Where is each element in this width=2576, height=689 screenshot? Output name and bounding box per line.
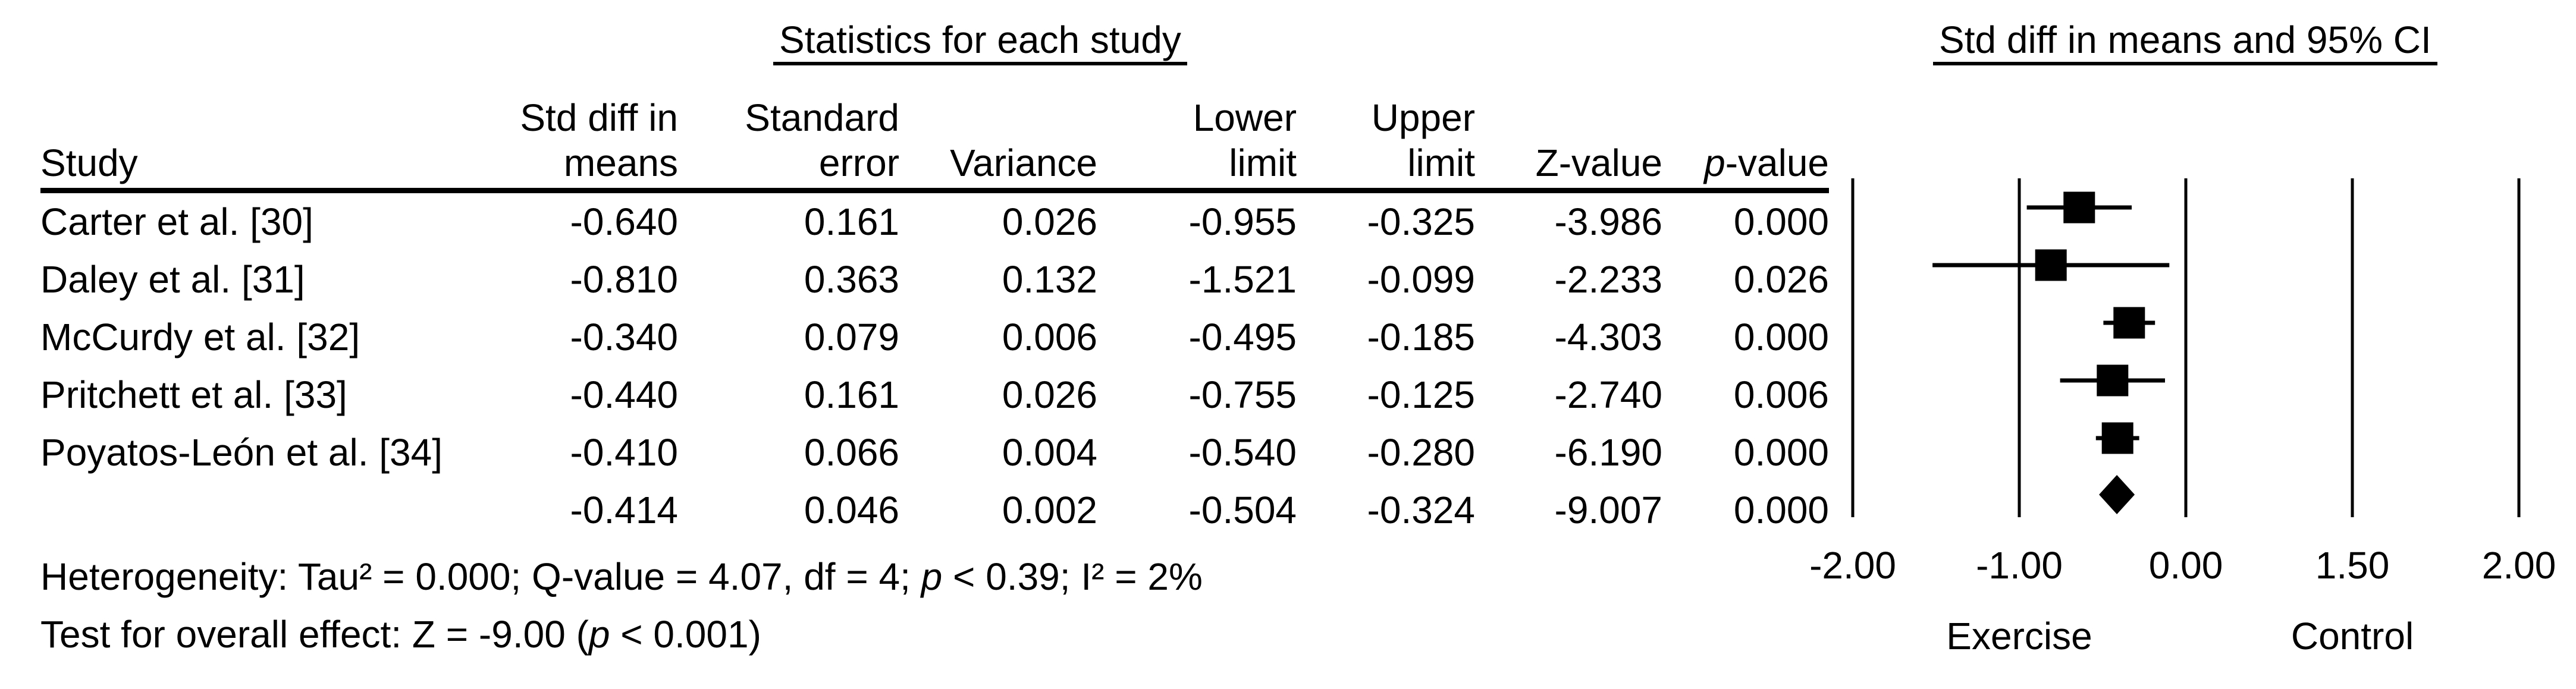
axis-tick-label: 1.50: [2315, 544, 2390, 587]
col-header-std-diff-in-means: Std diff in means: [457, 95, 678, 193]
stat-value: 0.004: [1002, 431, 1097, 474]
stat-value: 0.000: [1733, 200, 1829, 243]
stat-value: 0.161: [804, 373, 899, 416]
stat-value: -0.504: [1188, 489, 1297, 531]
statistics-table: Study Std diff in means Standard error V…: [40, 95, 1829, 539]
stat-value: -0.440: [570, 373, 678, 416]
stat-value: 0.006: [1733, 373, 1829, 416]
stat-value: 0.046: [804, 489, 899, 531]
col-header-upper-limit: Upper limit: [1297, 95, 1475, 193]
table-section-title: Statistics for each study: [773, 19, 1187, 65]
effect-marker: [2063, 191, 2095, 224]
stat-value: 0.363: [804, 258, 899, 301]
stat-value: -0.324: [1367, 489, 1475, 531]
stat-value: -6.190: [1554, 431, 1662, 474]
stat-value: -0.325: [1367, 200, 1475, 243]
col-header-standard-error: Standard error: [678, 95, 899, 193]
stat-value: -0.099: [1367, 258, 1475, 301]
table-row: Carter et al. [30] -0.640 0.161 0.026 -0.955…: [40, 191, 1829, 251]
study-label: Poyatos-León et al. [34]: [40, 431, 443, 474]
stat-value: -0.185: [1367, 316, 1475, 358]
stat-value: -0.410: [570, 431, 678, 474]
axis-tick-label: -1.00: [1976, 544, 2063, 587]
heterogeneity-note: Heterogeneity: Tau² = 0.000; Q-value = 4…: [40, 555, 1203, 598]
stat-value: -0.280: [1367, 431, 1475, 474]
stat-value: -2.740: [1554, 373, 1662, 416]
effect-marker: [2113, 307, 2145, 339]
study-label: Carter et al. [30]: [40, 200, 313, 243]
stat-value: 0.026: [1002, 200, 1097, 243]
study-label: McCurdy et al. [32]: [40, 316, 360, 358]
col-header-lower-limit: Lower limit: [1097, 95, 1297, 193]
table-body: Carter et al. [30] -0.640 0.161 0.026 -0.955…: [40, 191, 1829, 540]
group-label-control: Control: [2291, 615, 2414, 657]
effect-marker: [2101, 422, 2133, 454]
stat-value: -9.007: [1554, 489, 1662, 531]
col-header-study: Study: [40, 95, 457, 193]
effect-marker: [2035, 249, 2067, 281]
effect-marker: [2097, 364, 2129, 397]
overall-effect-note: Test for overall effect: Z = -9.00 (p < …: [40, 613, 761, 656]
summary-row: -0.414 0.046 0.002 -0.504 -0.324 -9.007 0.000: [40, 482, 1829, 539]
stat-value: 0.066: [804, 431, 899, 474]
col-header-variance: Variance: [899, 95, 1097, 193]
study-label: Daley et al. [31]: [40, 258, 305, 301]
axis-tick-label: 2.00: [2482, 544, 2556, 587]
stat-value: -0.414: [570, 489, 678, 531]
group-label-exercise: Exercise: [1946, 615, 2092, 657]
stat-value: 0.026: [1002, 373, 1097, 416]
stat-value: -1.521: [1188, 258, 1297, 301]
table-row: McCurdy et al. [32] -0.340 0.079 0.006 -0.49…: [40, 309, 1829, 366]
summary-diamond: [2099, 475, 2135, 514]
stat-value: 0.026: [1733, 258, 1829, 301]
stat-value: -0.340: [570, 316, 678, 358]
stat-value: 0.002: [1002, 489, 1097, 531]
axis-tick-label: 0.00: [2149, 544, 2223, 587]
table-row: Pritchett et al. [33] -0.440 0.161 0.026 -0.…: [40, 366, 1829, 424]
plot-section-title: Std diff in means and 95% CI: [1933, 19, 2437, 65]
col-header-p-value: p-value: [1662, 95, 1829, 193]
stat-value: -3.986: [1554, 200, 1662, 243]
stat-value: -2.233: [1554, 258, 1662, 301]
stat-value: -0.640: [570, 200, 678, 243]
stat-value: 0.079: [804, 316, 899, 358]
table-row: Poyatos-León et al. [34] -0.410 0.066 0.004…: [40, 424, 1829, 482]
stat-value: -0.540: [1188, 431, 1297, 474]
table-header-row: Study Std diff in means Standard error V…: [40, 95, 1829, 193]
stat-value: -0.495: [1188, 316, 1297, 358]
col-header-z-value: Z-value: [1475, 95, 1662, 193]
stat-value: 0.161: [804, 200, 899, 243]
stat-value: 0.000: [1733, 431, 1829, 474]
stat-value: 0.000: [1733, 489, 1829, 531]
stat-value: -0.810: [570, 258, 678, 301]
study-label: Pritchett et al. [33]: [40, 373, 347, 416]
stat-value: -4.303: [1554, 316, 1662, 358]
stat-value: 0.132: [1002, 258, 1097, 301]
stat-value: -0.955: [1188, 200, 1297, 243]
stat-value: -0.125: [1367, 373, 1475, 416]
stat-value: 0.006: [1002, 316, 1097, 358]
axis-tick-label: -2.00: [1809, 544, 1896, 587]
stat-value: -0.755: [1188, 373, 1297, 416]
table-row: Daley et al. [31] -0.810 0.363 0.132 -1.521 -…: [40, 251, 1829, 309]
stat-value: 0.000: [1733, 316, 1829, 358]
